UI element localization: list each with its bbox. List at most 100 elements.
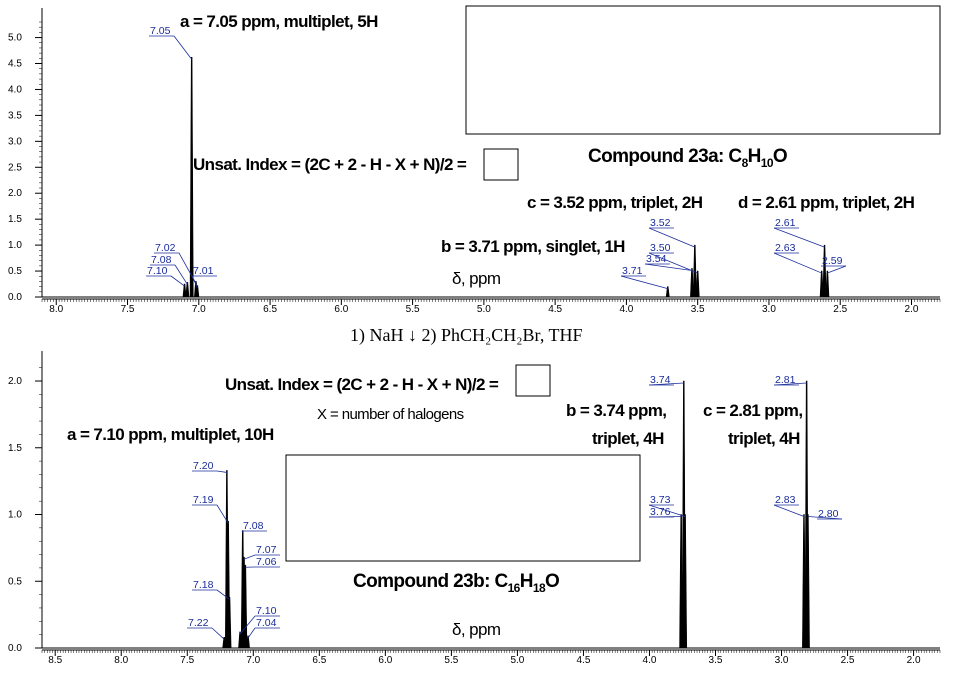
peak-label: 3.71 [622, 265, 643, 277]
peak-label: 7.10 [147, 265, 168, 277]
peak [802, 514, 806, 649]
peak-label: 7.08 [243, 520, 264, 532]
x-tick-label: 4.5 [548, 304, 562, 315]
annotation-b: b = 3.71 ppm, singlet, 1H [441, 237, 625, 256]
peak-label: 7.07 [256, 544, 277, 556]
y-tick-label: 2.5 [8, 162, 22, 173]
peak-leader-line [648, 252, 698, 274]
x-axis-label: δ, ppm [452, 269, 501, 288]
peak-label: 7.01 [193, 265, 214, 277]
y-tick-label: 3.5 [8, 110, 22, 121]
y-tick-label: 0.5 [8, 576, 22, 587]
reaction-conditions: 1) NaH ↓ 2) PhCH₂CH₂Br, THF [350, 325, 583, 346]
peak-label: 7.22 [188, 617, 209, 629]
peak-leader-line [174, 264, 188, 285]
peak-leader-line [644, 263, 693, 271]
peak [679, 514, 684, 649]
y-tick-label: 2.0 [8, 188, 22, 199]
peak [695, 270, 700, 298]
spectrum-23b: 8.5 8.0 7.5 7.0 6.5 6.0 5.5 5.0 4.5 4.0 3.5 3.0 2.5 2… [8, 351, 941, 666]
peak-leader-line [173, 35, 192, 60]
peak [806, 514, 810, 649]
peak [189, 56, 194, 298]
peak-leader-line [170, 275, 185, 287]
y-tick-label: 2.0 [8, 376, 22, 387]
peak-label: 3.50 [650, 242, 671, 254]
x-tick-label: 3.5 [709, 655, 723, 666]
x-tick-label: 5.0 [510, 655, 524, 666]
x-tick-label: 8.0 [49, 304, 63, 315]
x-axis-label: δ, ppm [452, 620, 501, 639]
peak-leader-line [216, 470, 227, 473]
peak [222, 637, 227, 649]
peak-leader-line [773, 382, 807, 386]
peak-label: 2.61 [775, 217, 796, 229]
unsat-index-answer-box[interactable] [515, 364, 551, 397]
peak-leader-line [241, 530, 244, 533]
peak-label: 2.80 [818, 508, 839, 520]
y-tick-label: 1.5 [8, 443, 22, 454]
peak-leader-line [620, 275, 668, 290]
halogen-note: X = number of halogens [317, 406, 464, 423]
annotation-b-line1: b = 3.74 ppm, [566, 401, 666, 420]
peak [185, 282, 190, 298]
peak [227, 596, 232, 649]
y-tick-label: 4.5 [8, 59, 22, 70]
y-tick-label: 1.5 [8, 214, 22, 225]
compound-formula: Compound 23a: C8H10O [588, 146, 787, 170]
peak-leader-line [247, 627, 256, 639]
peak-leader-line [216, 589, 230, 600]
spectrum-23a: 8.0 7.5 7.0 6.5 6.0 5.5 5.0 4.5 4.0 3.5 3.0 2.5 2.0 0… [8, 5, 941, 315]
peak-label: 7.20 [193, 460, 214, 472]
x-tick-label: 5.0 [477, 304, 491, 315]
x-tick-label: 3.0 [775, 655, 789, 666]
answer-box-structure-23a[interactable] [465, 5, 941, 135]
peak-leader-line [807, 516, 843, 520]
y-tick-label: 0.0 [8, 643, 22, 654]
peak [822, 244, 827, 298]
x-tick-label: 8.5 [48, 655, 62, 666]
peak-label: 2.63 [775, 242, 796, 254]
peak-leader-line [243, 554, 256, 560]
peak [195, 285, 200, 298]
peak [819, 270, 824, 298]
peak-label: 7.19 [193, 494, 214, 506]
peak-label: 3.52 [650, 217, 671, 229]
peak-leader-line [648, 227, 695, 248]
peak-label: 7.18 [193, 579, 214, 591]
unsat-index-answer-box[interactable] [483, 148, 519, 181]
peak-leader-line [773, 252, 822, 274]
peak [238, 631, 242, 649]
x-tick-label: 7.0 [192, 304, 206, 315]
compound-formula: Compound 23b: C16H18O [353, 571, 559, 595]
unsat-index-formula: Unsat. Index = (2C + 2 - H - X + N)/2 = [193, 155, 467, 174]
peak-leader-line [216, 504, 229, 524]
x-tick-label: 6.0 [378, 655, 392, 666]
x-tick-label: 3.5 [691, 304, 705, 315]
peak-leader-line [239, 615, 256, 635]
peak [246, 635, 250, 649]
y-tick-label: 0.5 [8, 266, 22, 277]
peak-leader-line [773, 504, 805, 517]
y-tick-label: 4.0 [8, 84, 22, 95]
peak-label: 7.04 [256, 617, 277, 629]
y-tick-label: 5.0 [8, 33, 22, 44]
x-tick-label: 5.5 [444, 655, 458, 666]
x-tick-label: 4.0 [619, 304, 633, 315]
answer-box-structure-23b[interactable] [285, 454, 641, 562]
annotation-b-line2: triplet, 4H [592, 429, 664, 448]
x-tick-label: 6.5 [263, 304, 277, 315]
peak-leader-line [827, 265, 847, 274]
peak-label: 2.83 [775, 494, 796, 506]
x-tick-label: 7.0 [246, 655, 260, 666]
x-tick-label: 7.5 [180, 655, 194, 666]
peak-leader-line [648, 382, 684, 386]
y-tick-label: 3.0 [8, 136, 22, 147]
peak-label: 7.05 [150, 25, 171, 37]
x-tick-label: 2.0 [905, 304, 919, 315]
peak-label: 7.08 [151, 254, 172, 266]
x-tick-label: 8.0 [114, 655, 128, 666]
x-tick-label: 2.5 [841, 655, 855, 666]
annotation-c-line2: triplet, 4H [728, 429, 800, 448]
